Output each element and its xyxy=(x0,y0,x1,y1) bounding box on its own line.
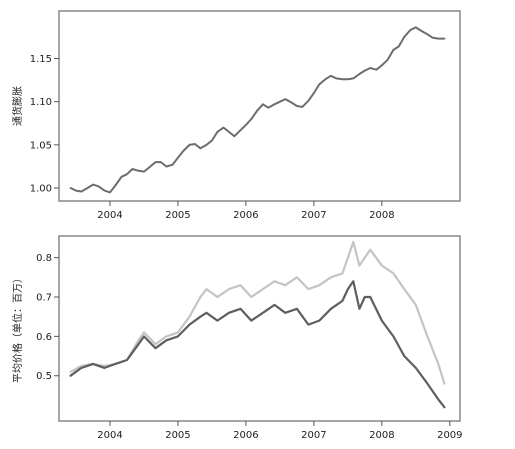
inflation-y-tick-label: 1.05 xyxy=(30,140,52,151)
inflation-series-line-0 xyxy=(69,26,446,194)
price-y-tick-label: 0.7 xyxy=(36,293,52,304)
inflation-x-tick-label: 2004 xyxy=(97,210,122,221)
price-y-tick-label: 0.8 xyxy=(36,253,52,264)
price-x-tick-label: 2005 xyxy=(165,430,190,441)
price-x-tick-label: 2007 xyxy=(301,430,326,441)
price-series-line-0 xyxy=(69,240,446,385)
price-y-axis-label: 平均价格（单位：百万） xyxy=(11,273,24,383)
price-x-tick-label: 2008 xyxy=(369,430,394,441)
inflation-x-tick-label: 2005 xyxy=(165,210,190,221)
inflation-chart: 1.00 1.05 1.10 1.15 2004 2005 2006 2007 2008 通货… xyxy=(11,10,461,221)
price-plot-frame xyxy=(58,235,461,422)
price-x-tick-label: 2009 xyxy=(437,430,462,441)
price-series-line-1 xyxy=(69,280,446,409)
average-price-chart: 0.5 0.6 0.7 0.8 2004 2005 2006 2007 2008 2009 平均… xyxy=(11,235,463,441)
price-y-tick-label: 0.5 xyxy=(36,371,52,382)
inflation-y-tick-label: 1.15 xyxy=(30,54,52,65)
inflation-y-axis-label: 通货膨胀 xyxy=(11,86,24,126)
price-y-tick-label: 0.6 xyxy=(36,332,52,343)
inflation-y-tick-label: 1.10 xyxy=(30,97,52,108)
inflation-x-tick-label: 2007 xyxy=(301,210,326,221)
price-x-tick-label: 2004 xyxy=(97,430,122,441)
inflation-plot-frame xyxy=(58,10,461,202)
inflation-y-tick-label: 1.00 xyxy=(30,184,52,195)
inflation-x-tick-label: 2008 xyxy=(369,210,394,221)
price-x-tick-label: 2006 xyxy=(233,430,258,441)
inflation-x-tick-label: 2006 xyxy=(233,210,258,221)
